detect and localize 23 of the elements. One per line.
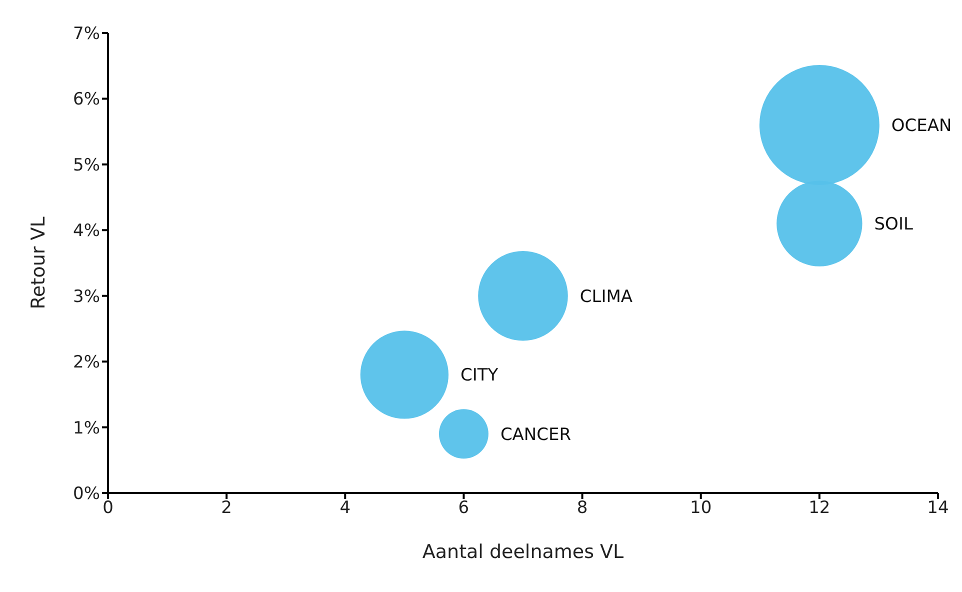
x-axis-title: Aantal deelnames VL: [422, 541, 624, 563]
y-tick-label: 0%: [73, 484, 100, 504]
y-tick-label: 4%: [73, 221, 100, 242]
y-axis-title: Retour VL: [28, 216, 50, 310]
y-tick-label: 5%: [73, 155, 100, 176]
x-tick-label: 14: [927, 498, 949, 518]
x-tick-label: 8: [576, 498, 588, 518]
series-label: CLIMA: [580, 286, 633, 307]
series-label: CANCER: [500, 424, 572, 445]
x-tick-label: 0: [102, 498, 114, 518]
y-tick-label: 1%: [73, 418, 100, 438]
y-tick-label: 7%: [73, 24, 100, 44]
y-tick-label: 2%: [73, 352, 100, 373]
series-label: SOIL: [874, 214, 914, 235]
x-tick-label: 10: [690, 498, 712, 518]
x-tick-label: 4: [340, 498, 351, 518]
y-tick-label: 6%: [73, 90, 100, 110]
y-tick-label: 3%: [73, 286, 100, 307]
series-label: CITY: [460, 366, 499, 386]
x-tick-label: 2: [221, 498, 232, 518]
series-label: OCEAN: [891, 116, 952, 136]
x-tick-label: 6: [458, 498, 470, 518]
x-tick-label: 12: [808, 498, 830, 518]
